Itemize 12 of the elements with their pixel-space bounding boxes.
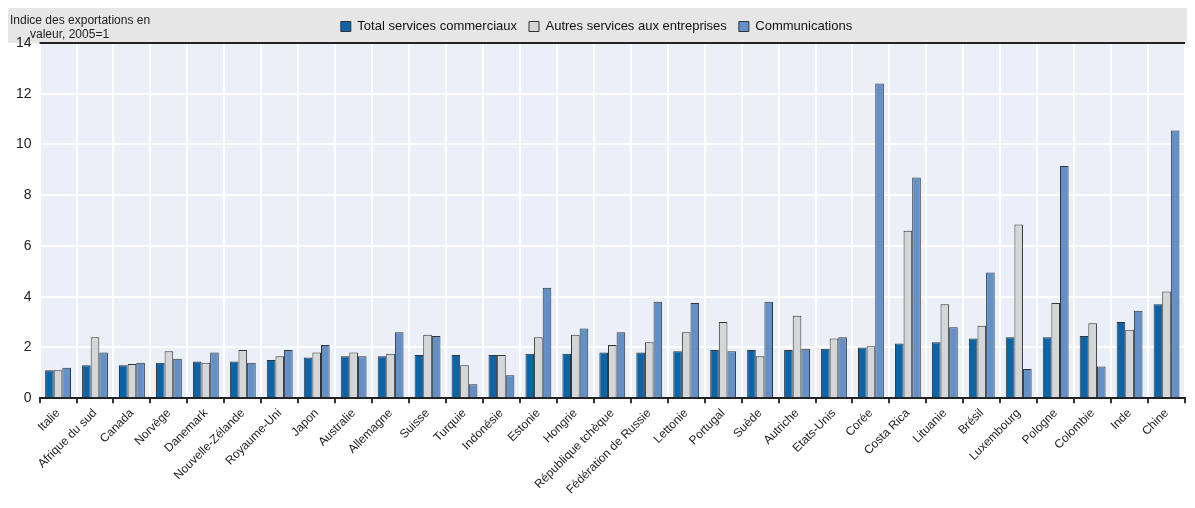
y-tick-label: 6 [23, 236, 32, 253]
y-tick-label: 2 [23, 338, 32, 355]
y-tick-label: 12 [15, 84, 32, 101]
y-tick-label: 14 [15, 33, 32, 50]
y-tick-label: 8 [23, 186, 32, 203]
x-tick-label: Inde [1107, 405, 1135, 433]
y-tick-label: 10 [15, 135, 32, 152]
legend-label: Autres services aux entreprises [545, 18, 728, 34]
legend-label: Communications [755, 18, 853, 34]
y-tick-label: 4 [23, 287, 32, 304]
y-tick-label: 0 [23, 389, 32, 406]
legend-label: Total services commerciaux [357, 18, 518, 34]
